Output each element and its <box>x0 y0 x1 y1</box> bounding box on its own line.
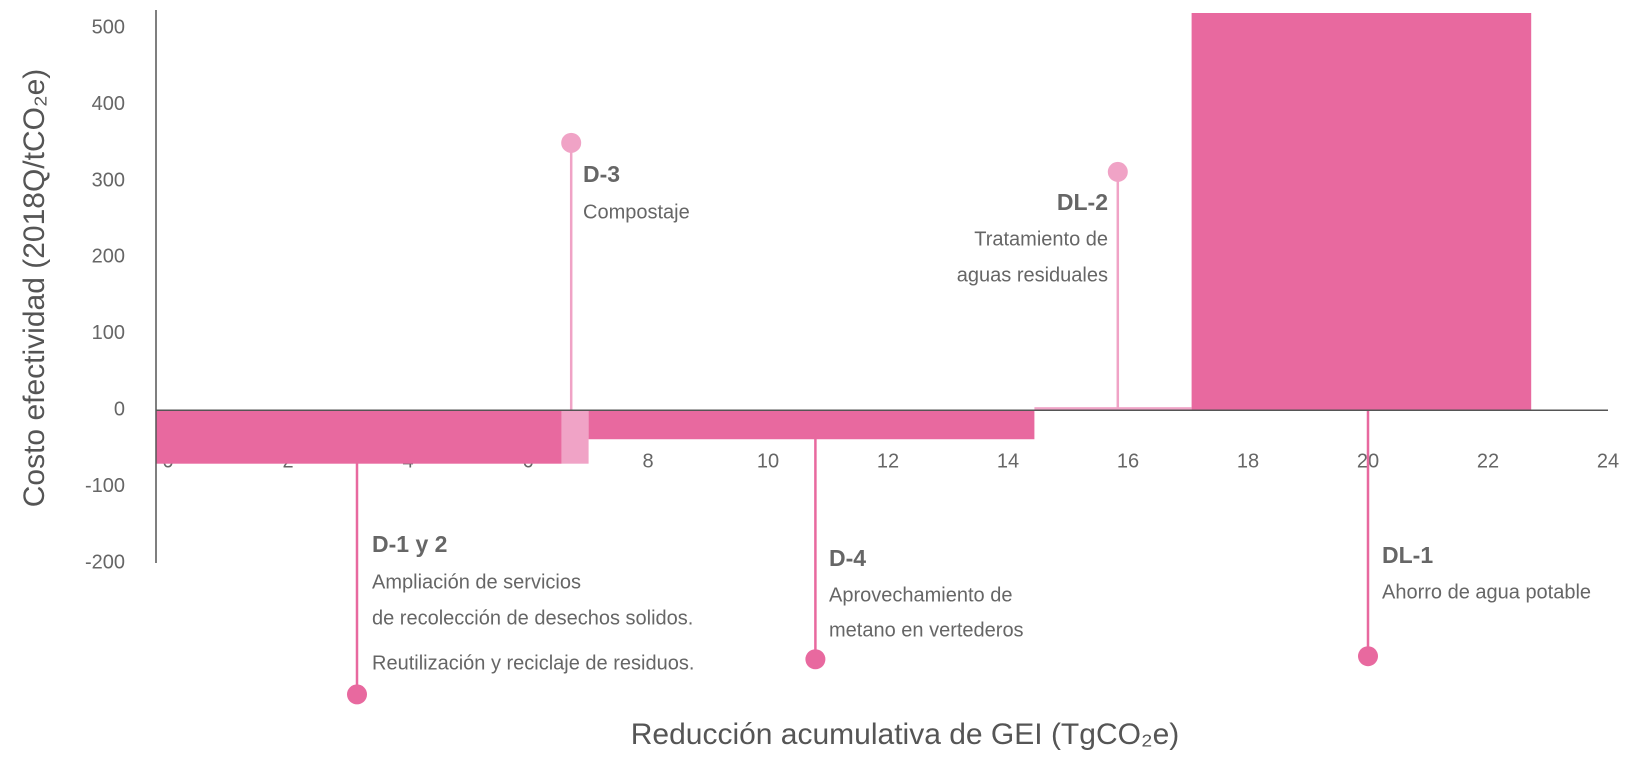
y-tick-label: 100 <box>92 322 125 344</box>
x-tick-label: 22 <box>1477 450 1499 472</box>
x-tick-label: 12 <box>877 450 899 472</box>
bar <box>156 410 562 464</box>
y-tick-label: 200 <box>92 246 125 268</box>
x-tick-label: 18 <box>1237 450 1259 472</box>
y-tick-label: 400 <box>92 93 125 115</box>
pin-dot <box>805 649 826 670</box>
x-axis-label: Reducción acumulativa de GEI (TgCO₂e) <box>631 718 1180 751</box>
measure-description: Reutilización y reciclaje de residuos. <box>372 652 694 674</box>
pin-dot <box>561 132 582 153</box>
y-tick-label: 500 <box>92 17 125 39</box>
bar <box>561 410 589 464</box>
x-tick-label: 14 <box>997 450 1019 472</box>
measure-description: de recolección de desechos solidos. <box>372 607 693 629</box>
x-tick-label: 24 <box>1597 450 1619 472</box>
x-tick-label: 10 <box>757 450 779 472</box>
measure-name: DL-2 <box>1057 189 1108 215</box>
measure-description: Tratamiento de <box>974 228 1108 250</box>
bar <box>1191 13 1532 411</box>
y-tick-label: -200 <box>85 551 125 573</box>
measure-description: metano en vertederos <box>829 619 1024 641</box>
measure-description: Ahorro de agua potable <box>1382 581 1591 603</box>
measure-description: aguas residuales <box>957 264 1108 286</box>
y-tick-label: -100 <box>85 475 125 497</box>
y-tick-label: 300 <box>92 169 125 191</box>
y-axis-label: Costo efectividad (2018Q/tCO₂e) <box>18 69 51 508</box>
bar <box>1034 407 1192 411</box>
measure-name: D-3 <box>583 161 620 187</box>
bar <box>588 410 1035 440</box>
x-tick-label: 16 <box>1117 450 1139 472</box>
measure-name: D-1 y 2 <box>372 531 447 557</box>
measure-name: DL-1 <box>1382 542 1433 568</box>
measure-description: Ampliación de servicios <box>372 571 581 593</box>
pin-dot <box>1107 161 1128 182</box>
measure-description: Compostaje <box>583 201 690 223</box>
y-tick-label: 0 <box>114 399 125 421</box>
measure-description: Aprovechamiento de <box>829 584 1012 606</box>
measure-name: D-4 <box>829 545 866 571</box>
pin-dot <box>347 684 367 705</box>
pin-dot <box>1358 646 1378 667</box>
x-tick-label: 8 <box>642 450 653 472</box>
